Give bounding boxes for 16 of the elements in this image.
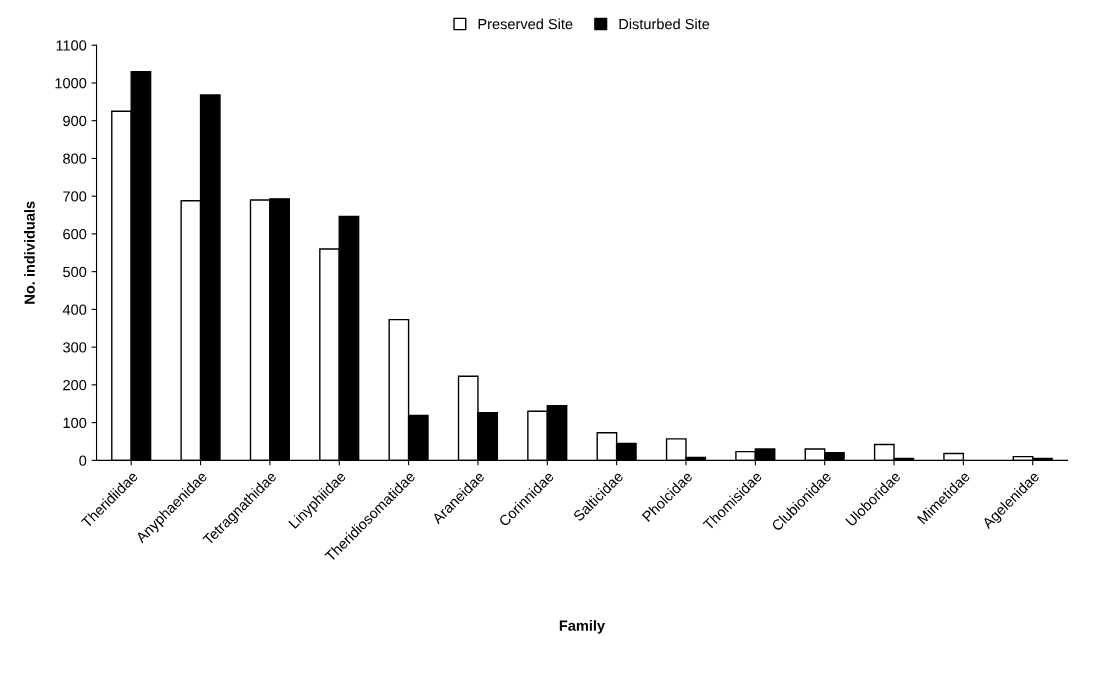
y-tick-label: 300 — [63, 342, 87, 353]
legend-label: Disturbed Site — [619, 18, 710, 30]
y-tick-label: 500 — [63, 266, 87, 278]
y-tick-label: 900 — [63, 115, 87, 127]
y-tick-label: 600 — [63, 229, 87, 240]
x-axis-title: Family — [559, 620, 605, 634]
y-tick-label: 200 — [63, 379, 87, 391]
y-tick-label: 800 — [63, 153, 87, 164]
y-tick-label: 400 — [62, 304, 87, 315]
y-tick-label: 1000 — [55, 78, 87, 89]
y-tick-label: 100 — [63, 417, 87, 429]
y-tick-label: 1100 — [56, 40, 87, 51]
y-tick-label: 700 — [63, 191, 87, 202]
y-axis-title: No. individuals — [24, 201, 35, 304]
y-tick-label: 0 — [79, 455, 87, 466]
legend-label: Preserved Site — [478, 18, 573, 30]
